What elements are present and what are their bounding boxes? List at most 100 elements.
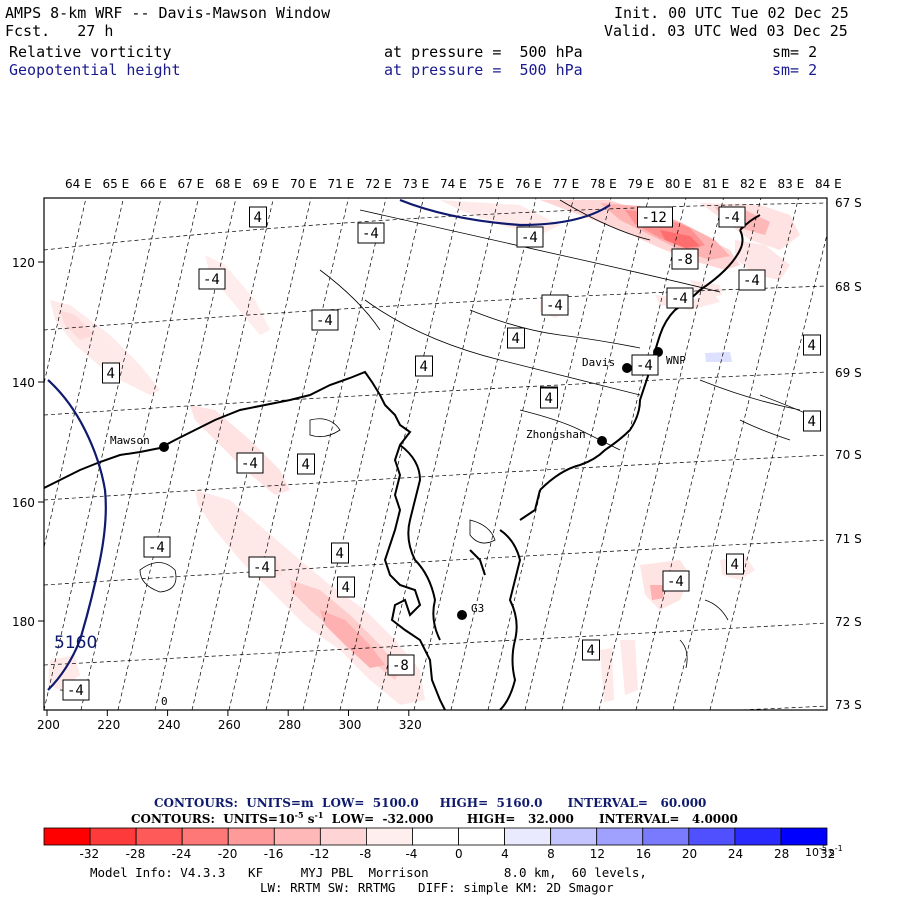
- latitude-lines: [44, 202, 827, 710]
- contour-label: 4: [540, 387, 558, 409]
- contour-label: -4: [248, 556, 276, 578]
- colorbar-tick-label: 16: [636, 847, 651, 861]
- contour-label: -4: [311, 309, 339, 331]
- contour-label: 4: [582, 639, 600, 661]
- colorbar-ticks: -32 -28 -24 -20 -16 -12 -8 -4 0 4 8 12 16 20 24 28 32: [80, 847, 836, 861]
- field2-smoothing: sm= 2: [772, 61, 818, 79]
- colorbar-tick-label: 0: [455, 847, 463, 861]
- latitude-labels: 67 S 68 S 69 S 70 S 71 S 72 S 73 S: [835, 196, 862, 712]
- contour-label: -4: [143, 536, 171, 558]
- colorbar-tick-label: 20: [682, 847, 697, 861]
- longitude-label: 67 E: [178, 177, 205, 191]
- longitude-label: 64 E: [65, 177, 92, 191]
- longitude-label: 82 E: [740, 177, 767, 191]
- x-tick-label: 300: [339, 718, 362, 732]
- colorbar-swatch: [688, 827, 736, 846]
- colorbar-swatch: [181, 827, 229, 846]
- svg-text:-8: -8: [676, 252, 693, 268]
- latitude-label: 73 S: [835, 698, 862, 712]
- svg-text:-4: -4: [67, 683, 84, 699]
- svg-text:4: 4: [107, 366, 115, 382]
- x-tick-label: 260: [218, 718, 241, 732]
- svg-text:4: 4: [545, 391, 553, 407]
- longitude-label: 78 E: [590, 177, 617, 191]
- map-frame: [43, 197, 828, 711]
- svg-text:-8: -8: [392, 658, 409, 674]
- y-axis-ticks: 120 140 160 180: [12, 256, 44, 629]
- colorbar-tick-label: 8: [547, 847, 555, 861]
- contour-label: 4: [726, 553, 744, 575]
- colorbar-swatch: [550, 827, 598, 846]
- coastline: [44, 214, 761, 710]
- longitude-label: 79 E: [628, 177, 655, 191]
- svg-text:-4: -4: [241, 456, 258, 472]
- colorbar-tick-label: -12: [310, 847, 330, 861]
- longitude-label: 77 E: [553, 177, 580, 191]
- init-time: Init. 00 UTC Tue 02 Dec 25: [614, 4, 849, 22]
- longitude-label: 73 E: [403, 177, 430, 191]
- colorbar-swatch: [734, 827, 782, 846]
- contour-label: -4: [666, 287, 694, 309]
- x-tick-label: 320: [399, 718, 422, 732]
- forecast-hour: Fcst. 27 h: [5, 22, 114, 40]
- colorbar-swatch: [135, 827, 183, 846]
- contour-label: -12: [637, 206, 673, 228]
- x-axis-ticks: 200 220 240 260 280 300 320: [37, 710, 422, 732]
- y-tick-label: 180: [12, 615, 35, 629]
- height-contour-label: 5160: [54, 633, 97, 653]
- field2-level: at pressure = 500 hPa: [384, 61, 583, 79]
- contour-labels: 4 -4 -4 -4 4 -4 4 -4 4 4 4 -4 4 -4 4 4 4 4 -4 -4 -4 -4 4 -8 -12 -…: [62, 206, 821, 708]
- colorbar-swatch: [319, 827, 367, 846]
- svg-text:4: 4: [342, 580, 350, 596]
- contour-label: -4: [236, 452, 264, 474]
- contour-label: 4: [337, 576, 355, 598]
- contour-label: -4: [198, 268, 226, 290]
- longitude-labels: 64 E 65 E 66 E 67 E 68 E 69 E 70 E 71 E 72 E 73 E…: [65, 177, 842, 191]
- model-info-line1: Model Info: V4.3.3 KF MYJ PBL Morrison 8…: [90, 865, 647, 880]
- longitude-label: 81 E: [703, 177, 730, 191]
- colorbar-tick-label: 4: [501, 847, 509, 861]
- svg-text:0: 0: [161, 695, 168, 708]
- x-tick-label: 240: [158, 718, 181, 732]
- vorticity-shading: [48, 200, 800, 705]
- colorbar: [43, 827, 828, 846]
- contour-label: 4: [249, 206, 267, 228]
- field2-name: Geopotential height: [9, 61, 181, 79]
- colorbar-unit: 10-5 s-1: [805, 844, 843, 859]
- contour-label: -4: [662, 570, 690, 592]
- svg-text:-4: -4: [667, 574, 684, 590]
- x-tick-label: 220: [97, 718, 120, 732]
- svg-text:-4: -4: [148, 540, 165, 556]
- latitude-label: 71 S: [835, 532, 862, 546]
- longitude-label: 74 E: [440, 177, 467, 191]
- station-g3-label: G3: [471, 602, 484, 615]
- svg-text:4: 4: [808, 414, 816, 430]
- colorbar-swatch: [780, 827, 828, 846]
- svg-text:4: 4: [808, 338, 816, 354]
- map-title: AMPS 8-km WRF -- Davis-Mawson Window: [5, 4, 331, 22]
- colorbar-tick-label: -4: [405, 847, 417, 861]
- longitude-label: 71 E: [328, 177, 355, 191]
- field1-smoothing: sm= 2: [772, 43, 818, 61]
- colorbar-tick-label: 12: [590, 847, 605, 861]
- colorbar-swatch: [642, 827, 690, 846]
- contour-label: -4: [62, 679, 90, 701]
- svg-text:-4: -4: [636, 358, 653, 374]
- colorbar-tick-label: -24: [172, 847, 192, 861]
- latitude-label: 70 S: [835, 448, 862, 462]
- height-contour-info: CONTOURS: UNITS=m LOW= 5100.0 HIGH= 5160…: [154, 796, 707, 810]
- longitude-label: 72 E: [365, 177, 392, 191]
- station-zhongshan-label: Zhongshan: [526, 428, 586, 441]
- contour-label: 4: [803, 334, 821, 356]
- svg-text:4: 4: [302, 457, 310, 473]
- valid-time: Valid. 03 UTC Wed 03 Dec 25: [604, 22, 848, 40]
- contour-label: -4: [516, 226, 544, 248]
- contour-label: 4: [507, 327, 525, 349]
- colorbar-swatch: [89, 827, 137, 846]
- longitude-label: 80 E: [665, 177, 692, 191]
- contour-label: -4: [718, 206, 746, 228]
- colorbar-tick-label: 24: [728, 847, 743, 861]
- contour-label: -4: [541, 294, 569, 316]
- y-tick-label: 160: [12, 496, 35, 510]
